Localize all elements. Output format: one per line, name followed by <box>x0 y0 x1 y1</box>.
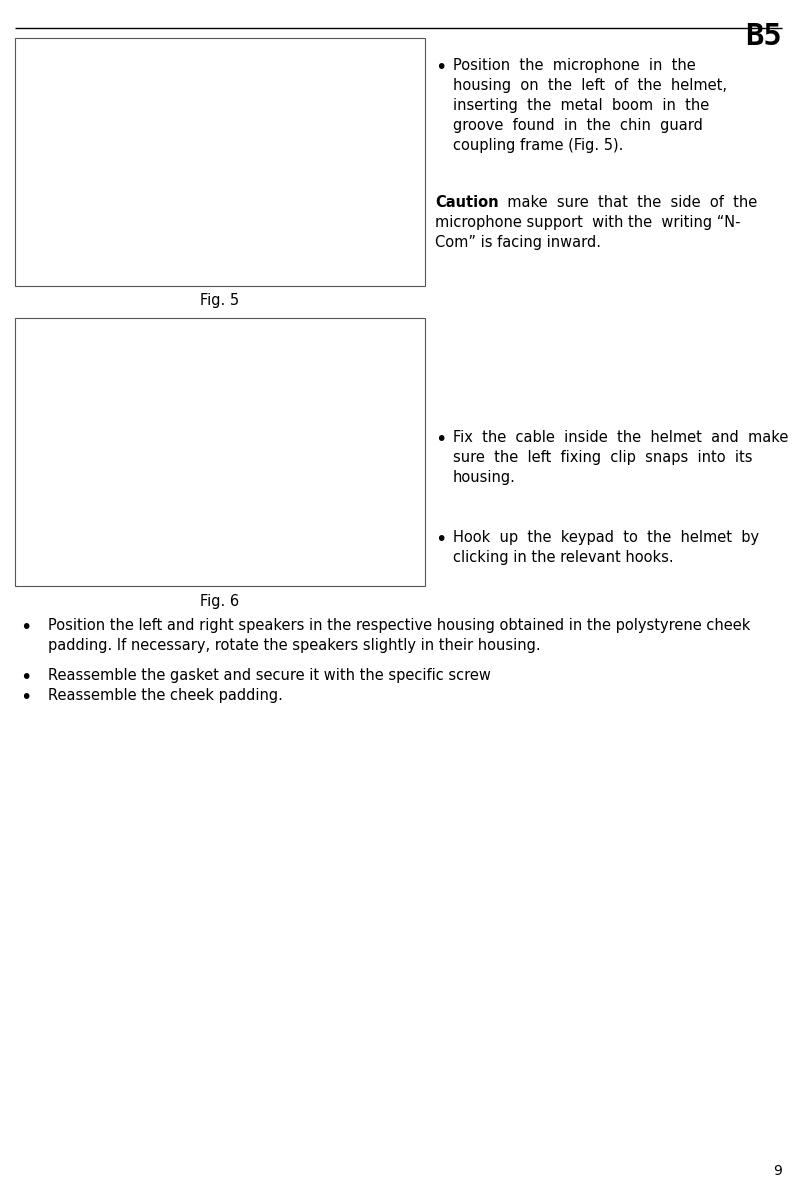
Bar <box>15 38 425 286</box>
Text: groove  found  in  the  chin  guard: groove found in the chin guard <box>453 118 703 133</box>
Text: housing.: housing. <box>453 470 516 486</box>
Text: microphone support  with the  writing “N-: microphone support with the writing “N- <box>435 215 740 230</box>
Text: •: • <box>435 430 446 449</box>
Text: Caution: Caution <box>435 195 499 209</box>
Text: Fix  the  cable  inside  the  helmet  and  make: Fix the cable inside the helmet and make <box>453 430 788 445</box>
Text: Fig. 6: Fig. 6 <box>200 594 240 609</box>
Text: inserting  the  metal  boom  in  the: inserting the metal boom in the <box>453 98 709 113</box>
Text: B5: B5 <box>745 21 782 51</box>
Text: clicking in the relevant hooks.: clicking in the relevant hooks. <box>453 550 673 565</box>
Text: Reassemble the cheek padding.: Reassemble the cheek padding. <box>48 688 283 703</box>
Text: sure  the  left  fixing  clip  snaps  into  its: sure the left fixing clip snaps into its <box>453 450 752 465</box>
Text: •: • <box>20 618 31 637</box>
Text: •: • <box>20 688 31 707</box>
Text: Position the left and right speakers in the respective housing obtained in the p: Position the left and right speakers in … <box>48 618 750 633</box>
Text: housing  on  the  left  of  the  helmet,: housing on the left of the helmet, <box>453 79 727 93</box>
Text: •: • <box>20 668 31 687</box>
Text: padding. If necessary, rotate the speakers slightly in their housing.: padding. If necessary, rotate the speake… <box>48 638 540 653</box>
Text: Fig. 5: Fig. 5 <box>200 293 240 308</box>
Bar <box>15 318 425 585</box>
Text: Com” is facing inward.: Com” is facing inward. <box>435 234 601 250</box>
Text: 9: 9 <box>773 1164 782 1178</box>
Text: :  make  sure  that  the  side  of  the: : make sure that the side of the <box>493 195 757 209</box>
Text: coupling frame (Fig. 5).: coupling frame (Fig. 5). <box>453 138 623 154</box>
Text: Reassemble the gasket and secure it with the specific screw: Reassemble the gasket and secure it with… <box>48 668 491 683</box>
Text: •: • <box>435 530 446 549</box>
Text: Position  the  microphone  in  the: Position the microphone in the <box>453 58 696 73</box>
Text: •: • <box>435 58 446 77</box>
Text: Hook  up  the  keypad  to  the  helmet  by: Hook up the keypad to the helmet by <box>453 530 759 545</box>
